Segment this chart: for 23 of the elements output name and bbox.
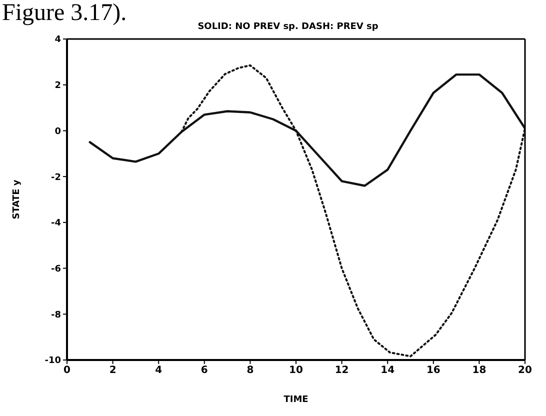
y-tick-label: -6 [51, 264, 61, 274]
x-tick-label: 0 [64, 365, 71, 376]
y-tick-label: 2 [54, 81, 61, 92]
x-tick-label: 8 [246, 365, 254, 376]
y-tick-label: 0 [54, 126, 61, 137]
y-tick-label: -10 [44, 356, 61, 366]
x-tick-label: 10 [289, 365, 303, 376]
x-tick-label: 6 [200, 365, 208, 376]
y-tick-label: -4 [51, 218, 61, 229]
y-tick-label: -8 [51, 310, 61, 320]
y-tick-label: -2 [51, 172, 61, 183]
y-tick-label: 4 [54, 35, 61, 46]
x-tick-label: 14 [380, 365, 395, 376]
x-tick-label: 4 [155, 365, 162, 376]
x-tick-label: 18 [472, 365, 486, 376]
y-axis-title: STATE y [12, 180, 22, 220]
x-tick-label: 16 [426, 365, 440, 376]
x-tick-label: 20 [518, 365, 532, 376]
caption: Figure 3.17). [2, 0, 127, 27]
x-tick-label: 2 [109, 365, 116, 376]
chart-title: SOLID: NO PREV sp. DASH: PREV sp [198, 22, 378, 32]
x-axis-title: TIME [284, 395, 308, 405]
x-tick-label: 12 [334, 365, 349, 376]
